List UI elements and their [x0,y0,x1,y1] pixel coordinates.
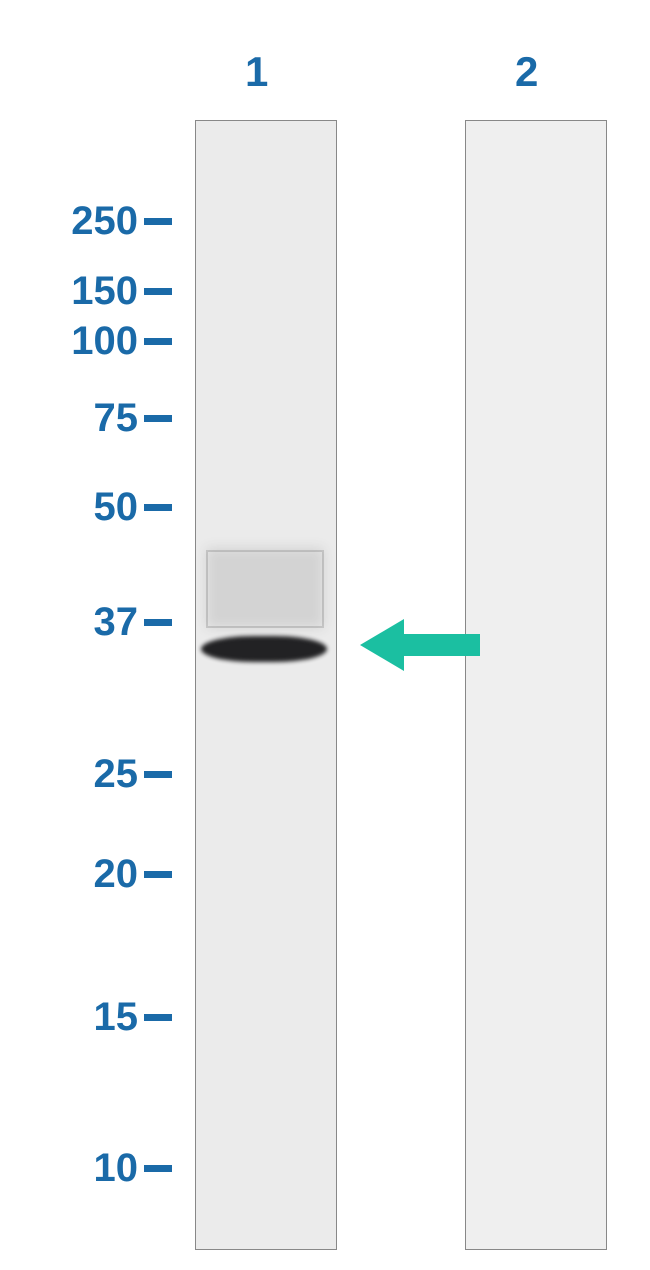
lane-1-header: 1 [245,48,268,96]
mw-marker-250: 250 [58,199,172,244]
mw-marker-75: 75 [58,396,172,441]
mw-marker-label: 50 [58,485,138,530]
mw-marker-dash [144,415,172,422]
mw-marker-dash [144,1014,172,1021]
lane-1-faint-box [206,550,324,628]
mw-marker-37: 37 [58,600,172,645]
mw-marker-label: 37 [58,600,138,645]
mw-marker-50: 50 [58,485,172,530]
mw-marker-100: 100 [58,319,172,364]
mw-marker-label: 25 [58,752,138,797]
mw-marker-dash [144,218,172,225]
lane-2 [465,120,607,1250]
mw-marker-label: 100 [58,319,138,364]
mw-marker-dash [144,288,172,295]
band-indicator-arrow [360,619,480,676]
mw-marker-10: 10 [58,1146,172,1191]
mw-marker-label: 20 [58,852,138,897]
western-blot-figure: 1 2 250 150 100 75 50 37 25 20 15 10 [0,0,650,1270]
mw-marker-20: 20 [58,852,172,897]
mw-marker-150: 150 [58,269,172,314]
mw-marker-dash [144,338,172,345]
mw-marker-dash [144,771,172,778]
mw-marker-dash [144,1165,172,1172]
mw-marker-label: 250 [58,199,138,244]
mw-marker-label: 75 [58,396,138,441]
mw-marker-label: 15 [58,995,138,1040]
mw-marker-15: 15 [58,995,172,1040]
mw-marker-dash [144,619,172,626]
lane-2-header: 2 [515,48,538,96]
mw-marker-25: 25 [58,752,172,797]
lane-1 [195,120,337,1250]
lane-1-main-band [201,636,327,662]
mw-marker-dash [144,504,172,511]
mw-marker-label: 10 [58,1146,138,1191]
mw-marker-label: 150 [58,269,138,314]
mw-marker-dash [144,871,172,878]
